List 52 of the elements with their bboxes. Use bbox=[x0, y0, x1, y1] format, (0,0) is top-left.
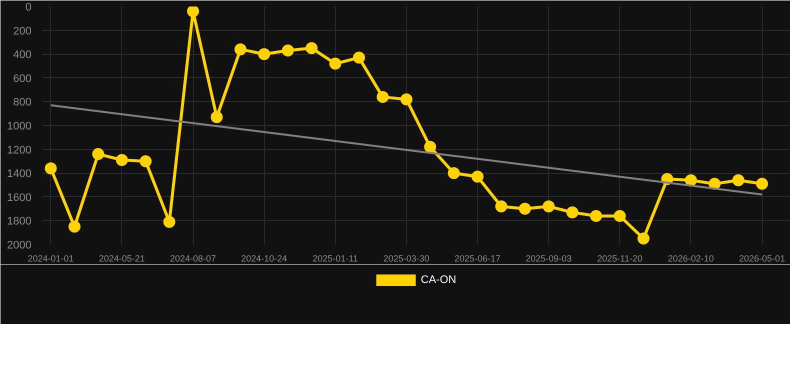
y-tick-label: 600 bbox=[13, 72, 32, 85]
point bbox=[732, 174, 744, 186]
point bbox=[163, 216, 176, 228]
x-tick-label: 2025-11-20 bbox=[597, 254, 642, 264]
x-tick-label: 2024-08-07 bbox=[170, 254, 216, 264]
y-tick-label: 2000 bbox=[7, 240, 32, 252]
x-tick-label: 2024-01-01 bbox=[28, 254, 74, 264]
point bbox=[329, 58, 342, 70]
x-tick-label: 2025-09-03 bbox=[526, 254, 572, 264]
y-tick-label: 800 bbox=[13, 96, 32, 109]
x-tick-label: 2025-06-17 bbox=[454, 254, 501, 264]
point bbox=[116, 154, 128, 166]
x-tick-label: 2026-02-10 bbox=[668, 254, 714, 264]
x-tick-label: 2025-03-30 bbox=[383, 254, 430, 264]
point bbox=[44, 162, 57, 174]
point bbox=[68, 220, 81, 233]
point bbox=[306, 42, 318, 54]
point bbox=[614, 210, 626, 222]
legend-label: CA-ON bbox=[420, 274, 456, 286]
point bbox=[92, 148, 104, 160]
point bbox=[590, 210, 602, 222]
point bbox=[234, 43, 246, 56]
point bbox=[140, 155, 152, 168]
x-tick-label: 2024-05-21 bbox=[98, 254, 145, 264]
point bbox=[210, 111, 223, 124]
y-tick-label: 1600 bbox=[7, 192, 32, 204]
point bbox=[258, 48, 270, 60]
point bbox=[353, 52, 366, 64]
y-tick-label: 1200 bbox=[7, 144, 32, 156]
y-tick-label: 400 bbox=[13, 49, 32, 62]
point bbox=[542, 200, 555, 212]
point bbox=[756, 178, 768, 190]
y-tick-label: 1800 bbox=[7, 216, 32, 228]
point bbox=[424, 140, 436, 153]
point bbox=[472, 170, 484, 183]
point bbox=[400, 93, 412, 106]
point bbox=[684, 174, 697, 186]
y-tick-label: 0 bbox=[25, 2, 32, 14]
point bbox=[566, 206, 578, 218]
point bbox=[282, 44, 294, 57]
point bbox=[518, 202, 531, 215]
point bbox=[187, 6, 200, 18]
x-tick-label: 2026-05-01 bbox=[739, 254, 786, 264]
x-tick-label: 2025-01-11 bbox=[312, 254, 358, 264]
point bbox=[448, 167, 460, 180]
y-tick-label: 1400 bbox=[7, 168, 32, 180]
x-tick-label: 2024-10-24 bbox=[241, 254, 288, 264]
point bbox=[376, 90, 389, 103]
point bbox=[638, 232, 650, 244]
y-tick-label: 1000 bbox=[7, 120, 32, 132]
y-tick-label: 200 bbox=[13, 25, 32, 38]
point bbox=[495, 200, 508, 212]
